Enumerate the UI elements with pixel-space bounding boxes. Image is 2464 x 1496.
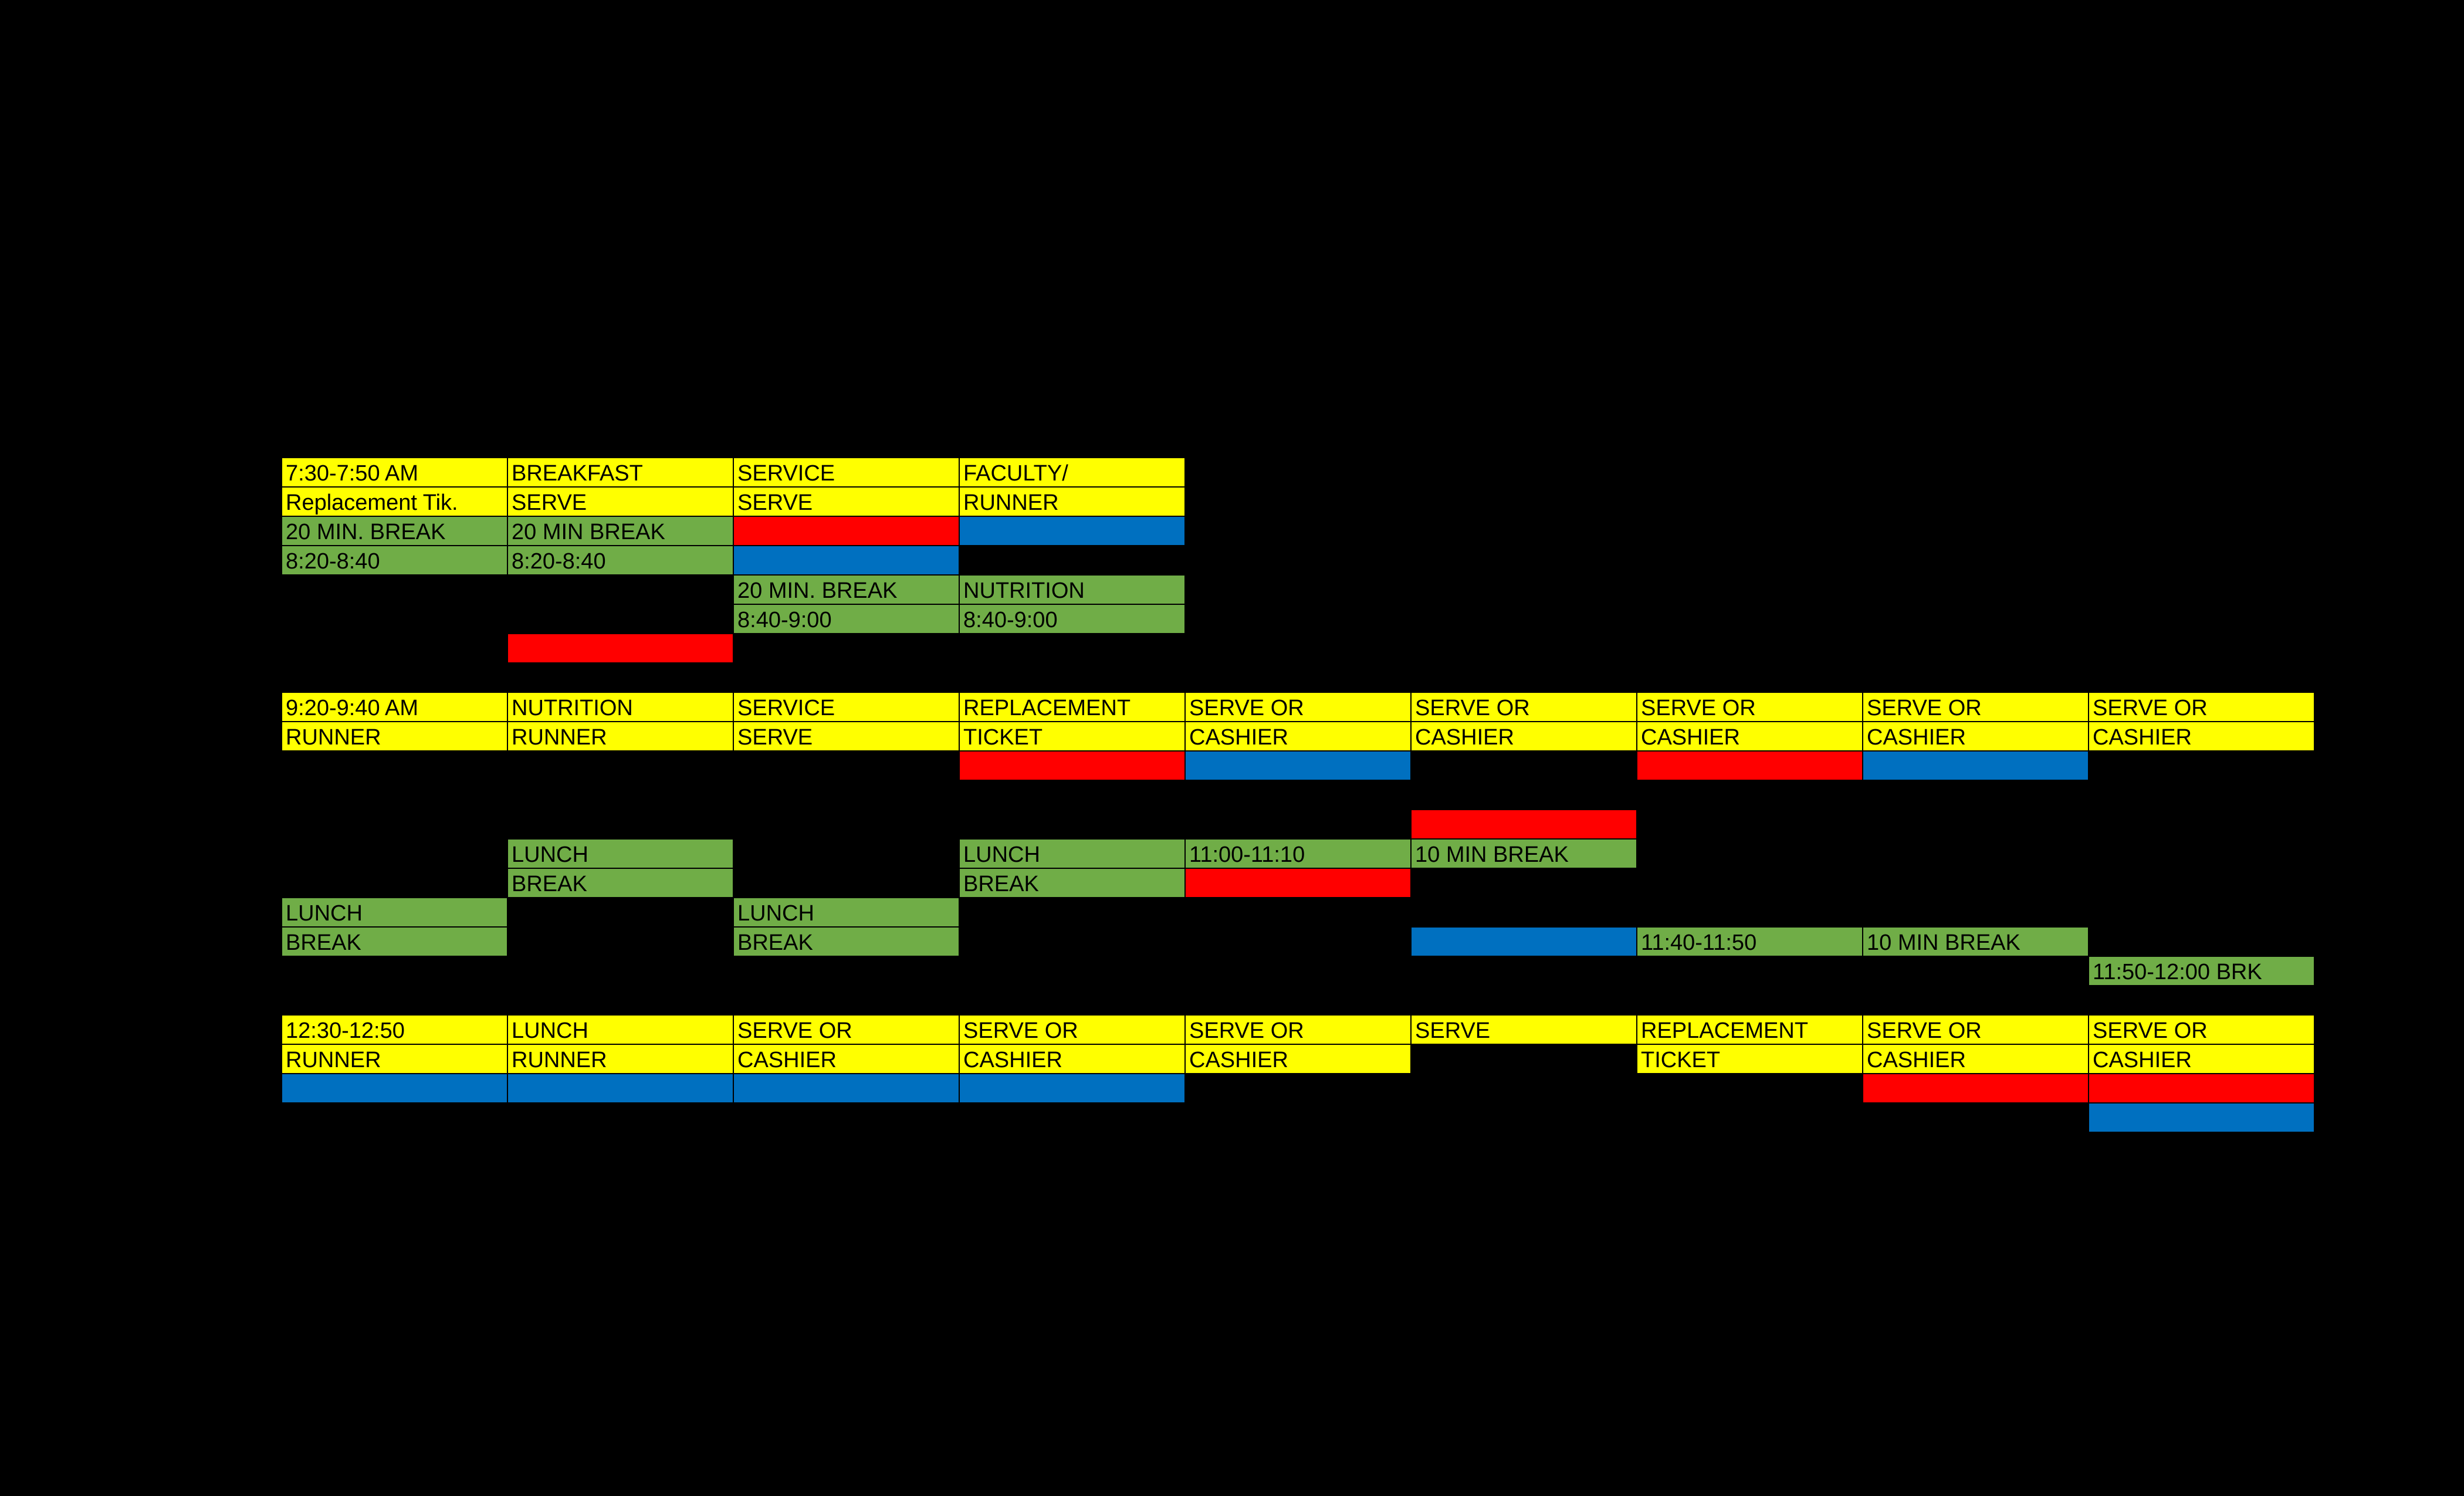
schedule-cell — [2089, 1074, 2314, 1103]
schedule-cell: BREAKFAST — [507, 458, 733, 487]
schedule-cell: SERVE — [507, 487, 733, 516]
schedule-cell: SERVE OR — [1185, 1015, 1411, 1044]
schedule-cell: CASHIER — [1863, 1044, 2089, 1074]
schedule-cell: 8:20-8:40 — [282, 546, 507, 575]
schedule-cell: TICKET — [959, 722, 1185, 751]
schedule-cell: SERVE OR — [1411, 692, 1637, 722]
schedule-cell: 8:40-9:00 — [959, 604, 1185, 634]
schedule-cell — [1863, 751, 2089, 780]
schedule-cell: BREAK — [507, 868, 733, 898]
schedule-cell: SERVE — [733, 722, 959, 751]
schedule-cell: REPLACEMENT — [959, 692, 1185, 722]
schedule-cell: 8:40-9:00 — [733, 604, 959, 634]
schedule-cell — [959, 751, 1185, 780]
schedule-cell: 20 MIN BREAK — [507, 516, 733, 546]
schedule-cell: TICKET — [1637, 1044, 1863, 1074]
schedule-cell: REPLACEMENT — [1637, 1015, 1863, 1044]
schedule-cell: FACULTY/ — [959, 458, 1185, 487]
schedule-cell: 8:20-8:40 — [507, 546, 733, 575]
schedule-cell — [1411, 927, 1637, 956]
schedule-cell — [733, 1074, 959, 1103]
schedule-cell — [282, 1074, 507, 1103]
schedule-cell: SERVE OR — [2089, 1015, 2314, 1044]
schedule-cell: 12:30-12:50 — [282, 1015, 507, 1044]
schedule-cell: LUNCH — [507, 839, 733, 868]
schedule-cell — [1185, 751, 1411, 780]
schedule-cell: SERVE OR — [733, 1015, 959, 1044]
schedule-cell: BREAK — [282, 927, 507, 956]
schedule-cell: 11:00-11:10 — [1185, 839, 1411, 868]
schedule-cell: BREAK — [733, 927, 959, 956]
schedule-cell: SERVE — [1411, 1015, 1637, 1044]
schedule-cell: CASHIER — [2089, 722, 2314, 751]
schedule-cell: 10 MIN BREAK — [1411, 839, 1637, 868]
schedule-cell: SERVE OR — [2089, 692, 2314, 722]
schedule-cell: BREAK — [959, 868, 1185, 898]
schedule-cell: NUTRITION — [507, 692, 733, 722]
schedule-cell — [733, 546, 959, 575]
schedule-cell: CASHIER — [2089, 1044, 2314, 1074]
schedule-cell — [1863, 1074, 2089, 1103]
schedule-cell: LUNCH — [733, 898, 959, 927]
schedule-cell: Replacement Tik. — [282, 487, 507, 516]
schedule-cell: LUNCH — [282, 898, 507, 927]
schedule-cell: SERVICE — [733, 692, 959, 722]
schedule-cell — [507, 634, 733, 663]
schedule-cell: CASHIER — [1863, 722, 2089, 751]
schedule-cell: 20 MIN. BREAK — [282, 516, 507, 546]
schedule-cell: NUTRITION — [959, 575, 1185, 604]
schedule-cell: LUNCH — [507, 1015, 733, 1044]
schedule-cell: SERVE OR — [1637, 692, 1863, 722]
schedule-cell: CASHIER — [1185, 722, 1411, 751]
schedule-cell: SERVE OR — [959, 1015, 1185, 1044]
schedule-cell — [1185, 868, 1411, 898]
schedule-cell: CASHIER — [1185, 1044, 1411, 1074]
schedule-cell — [2089, 1103, 2314, 1132]
schedule-cell: SERVE OR — [1863, 1015, 2089, 1044]
schedule-cell: CASHIER — [1637, 722, 1863, 751]
schedule-cell: RUNNER — [282, 722, 507, 751]
schedule-cell: CASHIER — [733, 1044, 959, 1074]
schedule-cell — [507, 1074, 733, 1103]
schedule-cell — [959, 1074, 1185, 1103]
schedule-cell: RUNNER — [282, 1044, 507, 1074]
schedule-cell: 11:50-12:00 BRK — [2089, 956, 2314, 986]
schedule-cell: RUNNER — [507, 1044, 733, 1074]
schedule-cell: SERVICE — [733, 458, 959, 487]
schedule-cell: 7:30-7:50 AM — [282, 458, 507, 487]
schedule-cell — [1411, 810, 1637, 839]
schedule-cell: SERVE OR — [1185, 692, 1411, 722]
schedule-cell: RUNNER — [507, 722, 733, 751]
schedule-cell: 10 MIN BREAK — [1863, 927, 2089, 956]
schedule-cell: LUNCH — [959, 839, 1185, 868]
schedule-cell: SERVE — [733, 487, 959, 516]
schedule-cell: CASHIER — [959, 1044, 1185, 1074]
schedule-cell: SERVE OR — [1863, 692, 2089, 722]
schedule-cell — [1637, 751, 1863, 780]
schedule-cell: 20 MIN. BREAK — [733, 575, 959, 604]
schedule-cell — [733, 516, 959, 546]
schedule-cell: 9:20-9:40 AM — [282, 692, 507, 722]
schedule-cell: CASHIER — [1411, 722, 1637, 751]
schedule-cell: RUNNER — [959, 487, 1185, 516]
schedule-cell — [959, 516, 1185, 546]
schedule-cell: 11:40-11:50 — [1637, 927, 1863, 956]
